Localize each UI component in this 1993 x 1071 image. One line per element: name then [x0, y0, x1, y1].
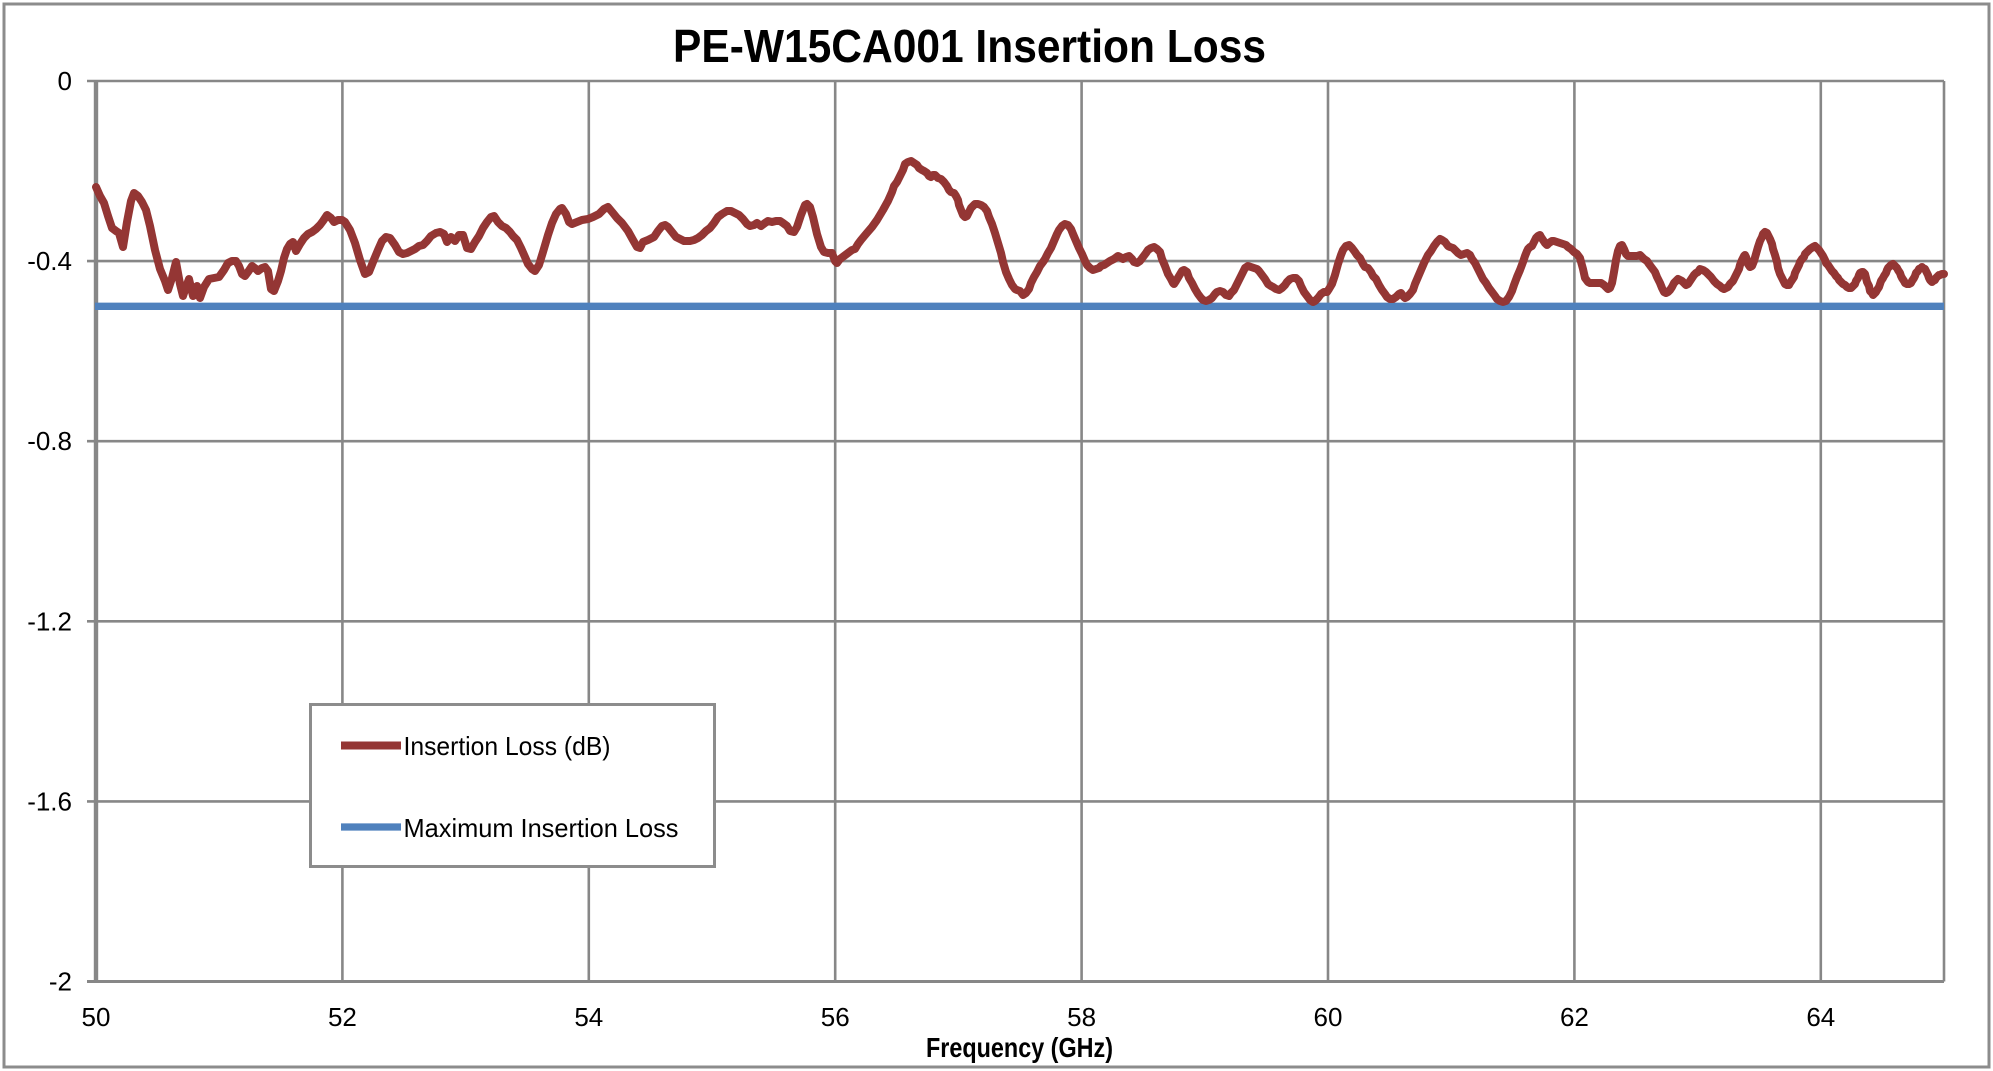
svg-text:PE-W15CA001 Insertion Loss: PE-W15CA001 Insertion Loss — [673, 20, 1266, 72]
svg-text:-0.8: -0.8 — [27, 426, 72, 456]
svg-text:-2: -2 — [49, 967, 72, 997]
svg-text:50: 50 — [82, 1002, 111, 1032]
svg-text:58: 58 — [1067, 1002, 1096, 1032]
svg-text:60: 60 — [1314, 1002, 1343, 1032]
svg-text:Frequency (GHz): Frequency (GHz) — [926, 1032, 1113, 1063]
svg-text:Insertion Loss (dB): Insertion Loss (dB) — [404, 731, 611, 761]
svg-text:Maximum Insertion Loss: Maximum Insertion Loss — [404, 813, 679, 843]
svg-text:56: 56 — [821, 1002, 850, 1032]
svg-text:64: 64 — [1806, 1002, 1835, 1032]
svg-text:-0.4: -0.4 — [27, 246, 72, 276]
svg-text:0: 0 — [58, 66, 72, 96]
svg-text:-1.2: -1.2 — [27, 606, 72, 636]
svg-text:54: 54 — [574, 1002, 603, 1032]
svg-text:52: 52 — [328, 1002, 357, 1032]
svg-text:62: 62 — [1560, 1002, 1589, 1032]
svg-text:-1.6: -1.6 — [27, 786, 72, 816]
